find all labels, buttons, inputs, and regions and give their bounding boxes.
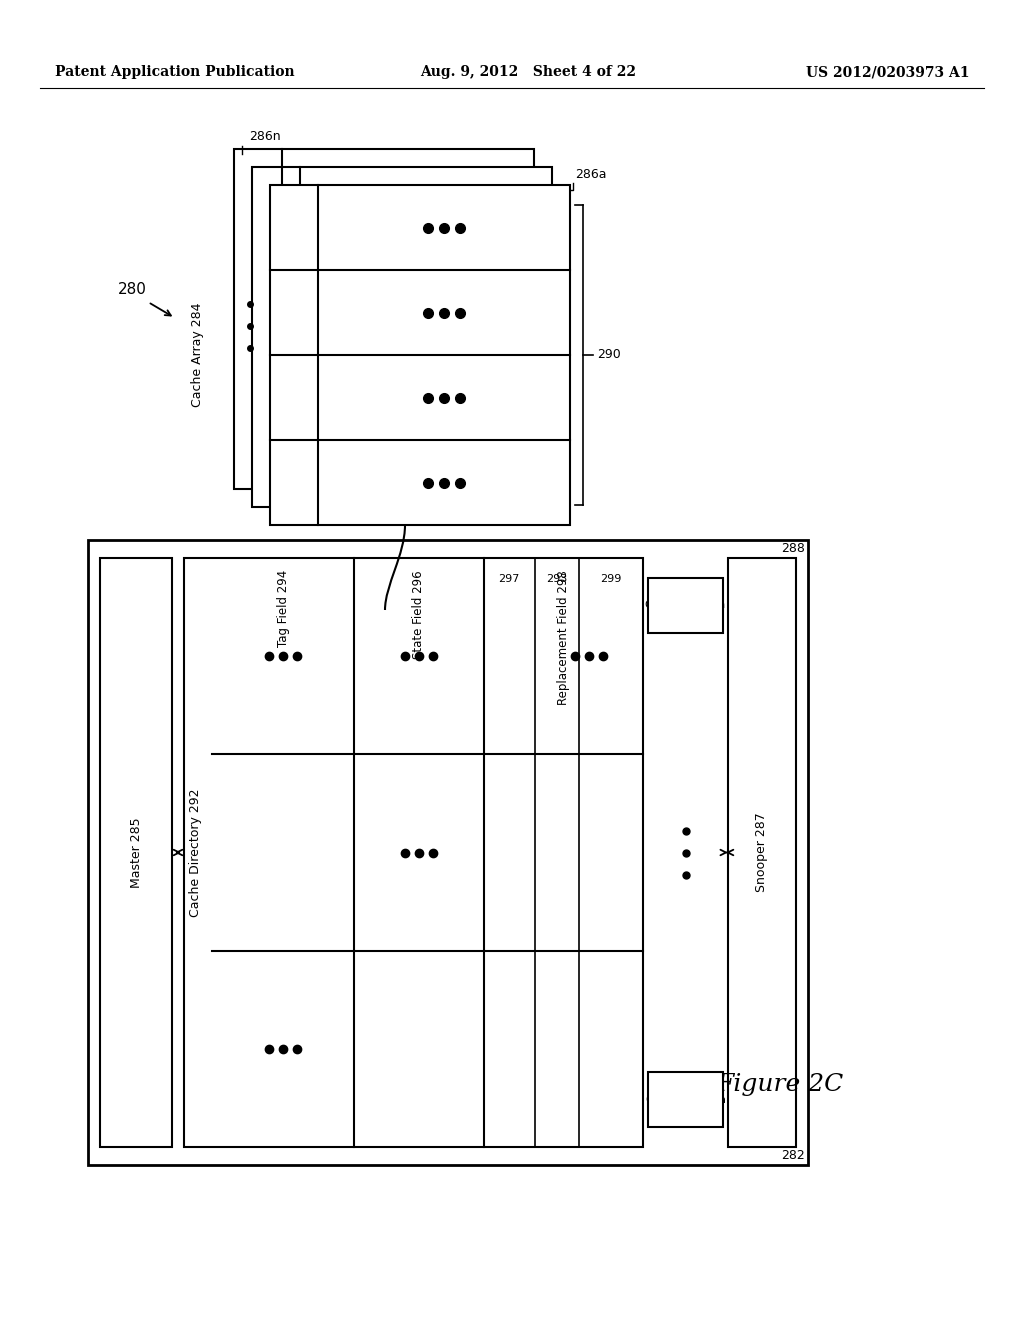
- Bar: [648, 1072, 723, 1127]
- Bar: [88, 540, 808, 1166]
- Bar: [648, 578, 723, 632]
- Text: 286a: 286a: [575, 168, 606, 181]
- Text: CO buffer 295a: CO buffer 295a: [645, 1094, 725, 1105]
- Text: US 2012/0203973 A1: US 2012/0203973 A1: [807, 65, 970, 79]
- Bar: [252, 168, 552, 507]
- Bar: [728, 558, 796, 1147]
- Text: 293: 293: [546, 574, 567, 583]
- Bar: [234, 149, 534, 488]
- Text: Figure 2C: Figure 2C: [717, 1073, 844, 1097]
- Text: Snooper 287: Snooper 287: [756, 813, 768, 892]
- Text: Patent Application Publication: Patent Application Publication: [55, 65, 295, 79]
- Text: Master 285: Master 285: [129, 817, 142, 888]
- Text: 299: 299: [600, 574, 622, 583]
- Text: 290: 290: [597, 348, 621, 362]
- Text: Replacement Field 298: Replacement Field 298: [557, 570, 569, 705]
- Bar: [270, 185, 570, 525]
- Text: Tag Field 294: Tag Field 294: [276, 570, 290, 647]
- Text: 280: 280: [118, 282, 146, 297]
- Text: 282: 282: [781, 1148, 805, 1162]
- Text: CO buffer 295n: CO buffer 295n: [645, 601, 726, 610]
- Bar: [100, 558, 172, 1147]
- Text: 297: 297: [499, 574, 520, 583]
- Text: Cache Directory 292: Cache Directory 292: [189, 788, 203, 917]
- Text: Aug. 9, 2012   Sheet 4 of 22: Aug. 9, 2012 Sheet 4 of 22: [420, 65, 636, 79]
- Text: 286n: 286n: [249, 129, 281, 143]
- Bar: [184, 558, 643, 1147]
- Text: Cache Array 284: Cache Array 284: [191, 302, 204, 408]
- Text: State Field 296: State Field 296: [413, 570, 425, 659]
- Text: 288: 288: [781, 543, 805, 554]
